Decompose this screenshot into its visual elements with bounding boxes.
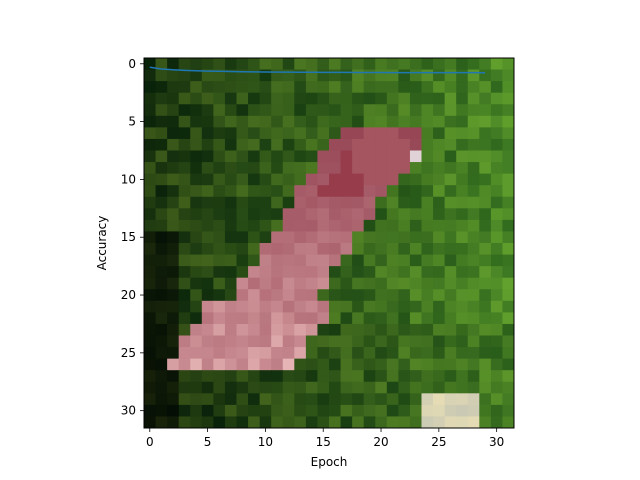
x-tick-label: 20 bbox=[373, 435, 388, 449]
x-tick-label: 30 bbox=[489, 435, 504, 449]
series-layer bbox=[149, 66, 486, 74]
plot-area bbox=[143, 57, 515, 429]
y-tick-label: 25 bbox=[121, 346, 136, 360]
y-axis: 0 5 10 15 20 25 30 bbox=[121, 57, 144, 418]
x-tick-label: 5 bbox=[204, 435, 212, 449]
y-tick-label: 30 bbox=[121, 404, 136, 418]
x-axis-label: Epoch bbox=[311, 455, 348, 469]
x-tick-label: 25 bbox=[431, 435, 446, 449]
x-tick-label: 10 bbox=[258, 435, 273, 449]
x-tick-label: 0 bbox=[146, 435, 154, 449]
y-axis-label: Accuracy bbox=[95, 216, 109, 271]
x-axis: 0 5 10 15 20 25 30 bbox=[146, 428, 504, 449]
y-tick-label: 0 bbox=[128, 57, 136, 71]
y-tick-label: 10 bbox=[121, 172, 136, 186]
y-tick-label: 20 bbox=[121, 288, 136, 302]
series-line-0 bbox=[149, 66, 486, 74]
y-tick-label: 15 bbox=[121, 230, 136, 244]
y-tick-label: 5 bbox=[128, 115, 136, 129]
plot-frame bbox=[143, 57, 515, 429]
background-image bbox=[144, 58, 514, 428]
x-tick-label: 15 bbox=[316, 435, 331, 449]
